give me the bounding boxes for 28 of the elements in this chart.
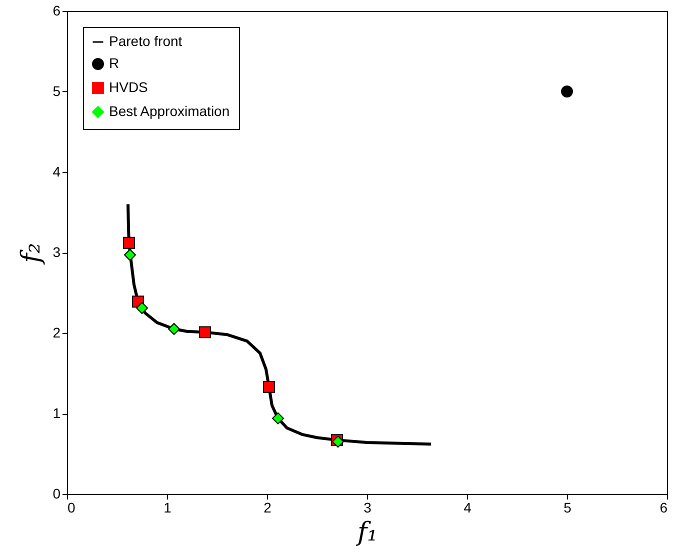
point: [123, 236, 135, 249]
point: [199, 326, 211, 338]
y-tick-label: 4: [52, 164, 61, 180]
y-tick-label: 0: [52, 486, 61, 502]
x-tick-label: 1: [164, 500, 172, 516]
point: [272, 412, 284, 424]
legend-label: HVDS: [109, 79, 148, 95]
x-tick-label: 6: [660, 500, 668, 516]
y-tick-label: 2: [52, 324, 61, 340]
y-axis-title: f₂: [16, 242, 47, 266]
legend-label: Pareto front: [109, 33, 182, 49]
x-tick-label: 3: [364, 500, 372, 516]
y-tick-label: 3: [52, 244, 61, 260]
point: [561, 86, 573, 98]
y-tick-label: 6: [52, 2, 61, 18]
legend-label: R: [109, 55, 120, 71]
point: [124, 248, 136, 261]
point: [168, 323, 180, 335]
x-tick-label: 4: [464, 500, 472, 516]
x-tick-label: 0: [68, 500, 76, 516]
point: [263, 380, 275, 393]
x-axis-title: f₁: [355, 518, 378, 548]
legend-label: Best Approximation: [109, 103, 230, 119]
y-tick-label: 5: [52, 83, 61, 99]
x-tick-label: 5: [564, 500, 572, 516]
y-tick-label: 1: [52, 405, 61, 421]
point: [136, 302, 148, 314]
x-tick-label: 2: [264, 500, 272, 516]
